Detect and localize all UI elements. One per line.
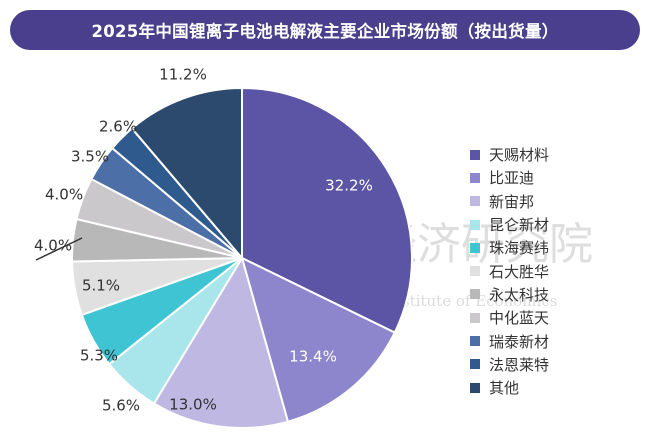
legend-item: 永太科技 [470,283,549,306]
legend-swatch [470,196,480,207]
slice-value-label: 5.3% [80,347,118,365]
slice-value-label: 5.1% [82,277,120,295]
slice-value-label: 13.4% [289,348,337,366]
pie-slice [152,255,290,429]
legend-swatch [470,266,480,277]
chart-legend: 天赐材料比亚迪新宙邦昆仑新材珠海赛纬石大胜华永太科技中化蓝天瑞泰新材法恩莱特其他 [470,143,549,399]
legend-label: 新宙邦 [489,192,535,211]
legend-item: 瑞泰新材 [470,329,549,352]
legend-swatch [470,382,480,393]
legend-swatch [470,289,480,300]
legend-label: 天赐材料 [489,146,550,165]
legend-label: 瑞泰新材 [489,332,550,351]
pie-slice [240,256,397,423]
legend-label: 其他 [489,379,520,398]
legend-label: 珠海赛纬 [489,239,550,258]
slice-value-label: 4.0% [45,186,83,204]
legend-item: 其他 [470,376,549,399]
legend-item: 石大胜华 [470,259,549,282]
slice-value-label: 3.5% [71,148,109,166]
legend-label: 比亚迪 [489,169,535,188]
pie-slice [241,86,413,334]
legend-item: 比亚迪 [470,166,549,189]
slice-value-label: 5.6% [102,397,140,415]
pie-slice [130,86,243,261]
slice-value-label: 11.2% [159,66,207,84]
legend-swatch [470,219,480,230]
legend-swatch [470,359,480,370]
legend-swatch [470,172,480,183]
legend-swatch [470,336,480,347]
legend-swatch [470,242,480,253]
legend-label: 石大胜华 [489,262,550,281]
chart-title-bar: 2025年中国锂离子电池电解液主要企业市场份额（按出货量） [10,10,640,50]
legend-swatch [470,312,480,323]
legend-swatch [470,149,480,160]
slice-value-label: 2.6% [99,118,137,136]
slice-value-label: 32.2% [325,177,373,195]
legend-item: 法恩莱特 [470,353,549,376]
slice-value-label: 13.0% [169,396,217,414]
legend-label: 中化蓝天 [489,309,550,328]
chart-title: 2025年中国锂离子电池电解液主要企业市场份额（按出货量） [91,22,559,41]
legend-item: 珠海赛纬 [470,236,549,259]
legend-item: 中化蓝天 [470,306,549,329]
legend-item: 天赐材料 [470,143,549,166]
legend-item: 新宙邦 [470,190,549,213]
label-leader-line [35,237,83,261]
legend-item: 昆仑新材 [470,213,549,236]
slice-value-label: 4.0% [34,237,72,255]
legend-label: 永太科技 [489,285,550,304]
legend-label: 法恩莱特 [489,355,550,374]
legend-label: 昆仑新材 [489,216,550,235]
